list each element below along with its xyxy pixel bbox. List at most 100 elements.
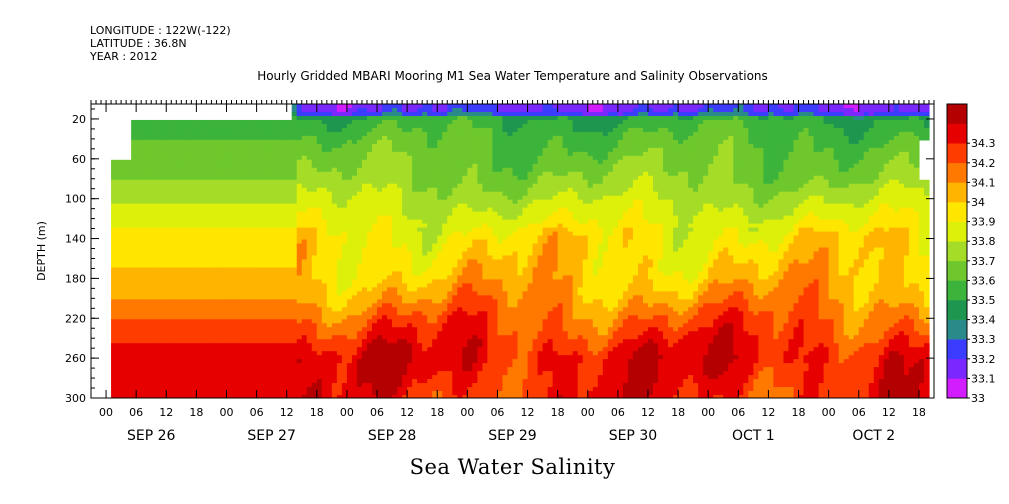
heatmap-cell	[382, 263, 388, 269]
heatmap-cell	[336, 319, 343, 324]
heatmap-cell	[296, 375, 303, 380]
heatmap-cell	[126, 347, 132, 352]
heatmap-cell	[402, 183, 408, 189]
heatmap-cell	[432, 311, 438, 316]
heatmap-cell	[166, 267, 172, 273]
heatmap-cell	[216, 179, 223, 185]
heatmap-cell	[176, 343, 182, 348]
heatmap-cell	[121, 303, 127, 308]
heatmap-cell	[226, 323, 233, 328]
heatmap-cell	[457, 107, 463, 113]
heatmap-cell	[231, 267, 238, 273]
heatmap-cell	[397, 367, 403, 372]
heatmap-cell	[382, 375, 388, 380]
heatmap-cell	[246, 243, 253, 249]
heatmap-cell	[156, 147, 162, 153]
heatmap-cell	[191, 359, 197, 364]
heatmap-cell	[171, 187, 177, 193]
heatmap-cell	[286, 211, 293, 217]
heatmap-cell	[281, 183, 288, 189]
heatmap-cell	[382, 395, 388, 398]
heatmap-cell	[442, 163, 448, 169]
heatmap-cell	[331, 231, 338, 237]
heatmap-cell	[226, 299, 233, 304]
heatmap-cell	[382, 163, 388, 169]
heatmap-cell	[156, 383, 162, 388]
heatmap-cell	[447, 275, 453, 281]
heatmap-cell	[196, 139, 202, 145]
heatmap-cell	[176, 335, 182, 340]
heatmap-cell	[366, 203, 373, 209]
heatmap-cell	[427, 179, 433, 185]
heatmap-cell	[392, 243, 398, 249]
heatmap-cell	[397, 155, 403, 161]
heatmap-cell	[171, 331, 177, 336]
heatmap-cell	[407, 251, 413, 257]
heatmap-cell	[372, 179, 378, 185]
heatmap-cell	[236, 191, 243, 197]
heatmap-cell	[266, 123, 273, 129]
heatmap-cell	[266, 135, 273, 141]
heatmap-cell	[131, 199, 137, 205]
heatmap-cell	[166, 135, 172, 141]
heatmap-cell	[151, 355, 157, 360]
heatmap-cell	[402, 383, 408, 388]
heatmap-cell	[432, 187, 438, 193]
heatmap-cell	[326, 271, 333, 277]
heatmap-cell	[336, 179, 343, 185]
heatmap-cell	[266, 343, 273, 348]
heatmap-cell	[131, 371, 137, 376]
heatmap-cell	[121, 287, 127, 292]
heatmap-cell	[116, 303, 122, 308]
heatmap-cell	[271, 127, 278, 133]
heatmap-cell	[341, 335, 348, 340]
heatmap-cell	[442, 131, 448, 137]
heatmap-cell	[392, 259, 398, 265]
heatmap-cell	[166, 303, 172, 308]
heatmap-cell	[301, 347, 308, 352]
heatmap-cell	[361, 107, 368, 113]
heatmap-cell	[422, 235, 428, 241]
heatmap-cell	[176, 139, 182, 145]
heatmap-cell	[126, 395, 132, 398]
heatmap-cell	[121, 243, 127, 249]
heatmap-cell	[341, 199, 348, 205]
heatmap-cell	[161, 299, 167, 304]
heatmap-cell	[286, 259, 293, 265]
heatmap-cell	[412, 135, 418, 141]
heatmap-cell	[261, 131, 268, 137]
heatmap-cell	[437, 275, 443, 281]
heatmap-cell	[121, 339, 127, 344]
heatmap-cell	[341, 283, 348, 288]
heatmap-cell	[432, 207, 438, 213]
heatmap-cell	[266, 247, 273, 253]
heatmap-cell	[231, 155, 238, 161]
heatmap-cell	[366, 355, 373, 360]
heatmap-cell	[291, 215, 298, 221]
heatmap-cell	[412, 323, 418, 328]
heatmap-cell	[382, 355, 388, 360]
heatmap-cell	[166, 391, 172, 396]
heatmap-cell	[437, 255, 443, 261]
heatmap-cell	[276, 175, 283, 181]
heatmap-cell	[306, 211, 313, 217]
heatmap-cell	[326, 359, 333, 364]
heatmap-cell	[131, 243, 137, 249]
heatmap-cell	[366, 283, 373, 288]
heatmap-cell	[301, 251, 308, 257]
heatmap-cell	[176, 279, 182, 284]
heatmap-cell	[241, 191, 248, 197]
heatmap-cell	[216, 183, 223, 189]
heatmap-cell	[266, 351, 273, 356]
heatmap-cell	[291, 219, 298, 225]
heatmap-cell	[271, 339, 278, 344]
heatmap-cell	[171, 339, 177, 344]
heatmap-cell	[382, 343, 388, 348]
heatmap-cell	[206, 179, 213, 185]
heatmap-cell	[442, 155, 448, 161]
heatmap-cell	[427, 335, 433, 340]
heatmap-cell	[151, 339, 157, 344]
heatmap-cell	[442, 119, 448, 125]
heatmap-cell	[422, 163, 428, 169]
heatmap-cell	[412, 279, 418, 284]
